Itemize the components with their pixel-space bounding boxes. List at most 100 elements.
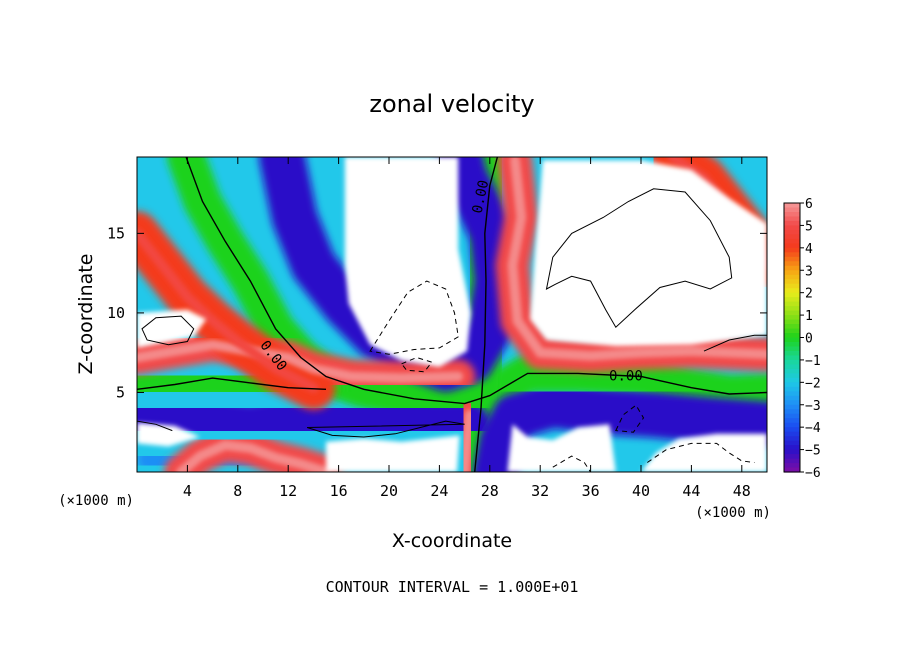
- blank-region-0: [344, 157, 471, 367]
- x-tick-label-4: 20: [380, 482, 398, 500]
- colorbar-swatch-47: [784, 413, 800, 419]
- plot-frame: [136, 156, 768, 473]
- field-core-1: [137, 228, 319, 393]
- colorbar-swatch-16: [784, 274, 800, 280]
- contour-label-1: 0.00: [470, 179, 493, 215]
- colorbar-swatch-9: [784, 243, 800, 249]
- colorbar-swatch-6: [784, 229, 800, 235]
- colorbar-swatch-11: [784, 252, 800, 258]
- blank-regions: [137, 157, 767, 472]
- zero-contour-2: [306, 420, 465, 438]
- contour-label-2: 0.00: [609, 369, 643, 385]
- y-tick-label-2: 15: [107, 224, 125, 242]
- colorbar-swatch-39: [784, 377, 800, 383]
- colorbar-swatch-2: [784, 211, 800, 218]
- colorbar-swatch-24: [784, 310, 800, 316]
- colorbar-swatch-22: [784, 301, 800, 307]
- colorbar-swatch-0: [784, 203, 800, 209]
- field-core-2: [507, 157, 767, 361]
- colorbar-tick-label-8: −2: [805, 376, 821, 391]
- blank-region-6: [641, 433, 767, 472]
- x-tick-label-3: 16: [330, 482, 348, 500]
- colorbar-tick-label-12: −6: [805, 466, 821, 481]
- zero-contour-band-0: [185, 157, 767, 405]
- colorbar-swatch-29: [784, 333, 800, 339]
- x-tick-label-2: 12: [279, 482, 297, 500]
- colorbar-swatch-42: [784, 391, 800, 397]
- x-tick-label-1: 8: [233, 482, 242, 500]
- colorbar-swatch-21: [784, 297, 800, 303]
- colorbar-tick-label-6: 0: [805, 332, 813, 347]
- field-core-0: [137, 339, 464, 384]
- colorbar-swatch-20: [784, 292, 800, 298]
- colorbar-swatch-4: [784, 220, 800, 227]
- colorbar-tick-label-3: 3: [805, 264, 813, 279]
- colorbar-swatch-41: [784, 386, 800, 392]
- zero-contour-1: [141, 315, 195, 346]
- field-band-5: [473, 382, 767, 472]
- colorbar-swatch-44: [784, 400, 800, 406]
- colorbar-tick-label-1: 5: [805, 219, 813, 234]
- colorbar-tick-label-11: −5: [805, 444, 821, 459]
- colorbar-swatch-26: [784, 319, 800, 325]
- negative-contour-1: [400, 356, 433, 373]
- x-unit-right: (×1000 m): [695, 505, 771, 521]
- blank-region-4: [326, 435, 460, 472]
- y-axis-ticks: 5 10 15: [107, 224, 767, 401]
- x-tick-label-10: 44: [682, 482, 700, 500]
- colorbar-swatch-17: [784, 279, 800, 285]
- x-tick-label-5: 24: [430, 482, 448, 500]
- colorbar-swatch-1: [784, 207, 800, 213]
- colorbar-swatch-37: [784, 368, 800, 374]
- field-core-4: [176, 439, 331, 472]
- colorbar-swatch-45: [784, 404, 800, 410]
- contour-interval-footer: CONTOUR INTERVAL = 1.000E+01: [326, 578, 579, 596]
- colorbar-swatch-58: [784, 463, 800, 469]
- colorbar-swatch-8: [784, 238, 800, 244]
- colorbar-swatch-25: [784, 315, 800, 321]
- colorbar-swatch-43: [784, 395, 800, 401]
- colorbar-swatch-14: [784, 265, 800, 271]
- colorbar-swatch-18: [784, 283, 800, 289]
- colorbar-swatch-12: [784, 256, 800, 262]
- colorbar-swatch-30: [784, 337, 800, 343]
- colorbar-swatch-32: [784, 346, 800, 352]
- colorbar-swatch-48: [784, 418, 800, 424]
- x-tick-label-0: 4: [183, 482, 192, 500]
- y-axis-label: Z-coordinate: [75, 254, 97, 375]
- zero-contour-band-1: [137, 377, 327, 390]
- colorbar-swatch-50: [784, 427, 800, 433]
- colorbar-swatch-35: [784, 359, 800, 365]
- colorbar-swatch-5: [784, 225, 800, 231]
- blank-region-5: [507, 424, 616, 472]
- colorbar-swatch-28: [784, 328, 800, 334]
- colorbar-tick-label-7: −1: [805, 354, 821, 369]
- colorbar-swatch-23: [784, 306, 800, 312]
- x-tick-label-8: 36: [582, 482, 600, 500]
- x-tick-label-9: 40: [632, 482, 650, 500]
- blank-region-1: [530, 160, 767, 347]
- zero-contour-4: [137, 420, 173, 432]
- colorbar-swatch-46: [784, 409, 800, 415]
- colorbar-swatch-49: [784, 422, 800, 428]
- colorbar-swatch-54: [784, 445, 800, 451]
- colorbar-tick-label-0: 6: [805, 197, 813, 212]
- colorbar-swatch-52: [784, 436, 800, 442]
- colorbar-swatch-51: [784, 431, 800, 437]
- colorbar-swatch-57: [784, 458, 800, 464]
- zero-contour-3: [703, 334, 767, 352]
- colorbar-tick-label-5: 1: [805, 309, 813, 324]
- colorbar-swatch-56: [784, 454, 800, 460]
- blank-region-3: [137, 422, 200, 447]
- colorbar-swatch-15: [784, 270, 800, 276]
- colorbar-swatch-3: [784, 216, 800, 222]
- colorbar-swatch-13: [784, 261, 800, 267]
- colorbar: 6 5 4 3 2 1 0 −1 −2 −3 −4 −5 −6: [783, 197, 821, 481]
- field-band-4: [137, 388, 491, 451]
- colorbar-swatch-38: [784, 373, 800, 379]
- chart-title: zonal velocity: [369, 90, 534, 118]
- negative-contour-4: [552, 455, 592, 472]
- x-axis-ticks: 4 8 12 16 20 24 28 32 36 40 44 48: [183, 157, 751, 500]
- negative-contour-0: [369, 280, 459, 355]
- x-tick-label-6: 28: [481, 482, 499, 500]
